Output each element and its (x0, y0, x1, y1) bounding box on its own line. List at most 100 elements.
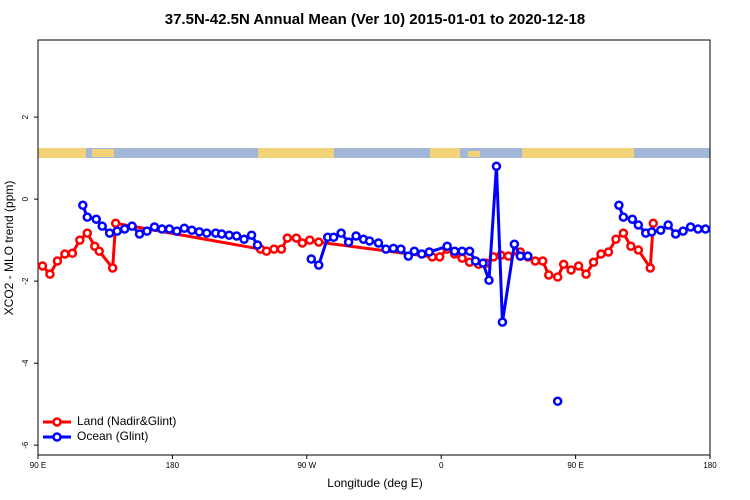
data-point (588, 257, 599, 268)
data-point (306, 254, 317, 264)
data-point (239, 234, 249, 245)
y-tick-label: -6 (21, 441, 30, 449)
data-point (313, 260, 324, 270)
data-point (627, 214, 638, 224)
ocean-strip (38, 148, 710, 158)
data-point (179, 223, 190, 233)
data-point (110, 218, 121, 229)
y-tick-label: -4 (21, 359, 30, 367)
data-point (364, 236, 375, 246)
data-point (343, 237, 354, 247)
data-point (224, 230, 234, 240)
data-point (291, 233, 302, 243)
y-axis-label: XCO2 - MLO trend (ppm) (2, 181, 16, 316)
data-point (470, 256, 481, 266)
data-point (464, 246, 475, 256)
data-point (484, 275, 494, 286)
data-point (581, 269, 591, 279)
legend-label: Ocean (Glint) (77, 429, 148, 443)
data-point (351, 231, 361, 241)
data-point (645, 263, 656, 273)
data-point (142, 226, 152, 236)
data-point (491, 161, 502, 172)
legend-label: Land (Nadir&Glint) (77, 414, 176, 428)
data-point (530, 256, 541, 266)
data-point (566, 265, 576, 275)
x-tick-label: 180 (703, 461, 717, 470)
data-point (231, 231, 242, 241)
data-point (478, 258, 488, 268)
data-point (434, 252, 445, 262)
data-point (194, 227, 205, 237)
data-point (157, 224, 167, 234)
data-point (37, 261, 48, 271)
data-point (127, 221, 137, 231)
data-point (409, 246, 420, 256)
data-point (269, 244, 279, 254)
legend-swatch-point (52, 432, 62, 442)
land-strip (522, 148, 634, 158)
data-point (149, 222, 160, 232)
data-point (603, 247, 614, 257)
data-point (670, 229, 681, 239)
data-point (417, 249, 427, 259)
data-point (82, 228, 93, 238)
data-point (509, 239, 520, 249)
data-point (112, 226, 122, 236)
data-point (424, 247, 435, 257)
data-point (313, 237, 324, 247)
data-point (693, 224, 703, 234)
data-point (515, 251, 526, 261)
data-point (573, 261, 584, 271)
data-point (107, 263, 118, 273)
data-point (172, 226, 182, 236)
land-strip (468, 151, 480, 157)
data-point (261, 246, 272, 256)
data-point (78, 200, 88, 211)
data-point (164, 224, 175, 234)
plot-frame (37, 39, 711, 456)
data-point (633, 245, 644, 255)
data-point (336, 228, 346, 238)
data-point (678, 226, 688, 236)
land-strip (38, 148, 86, 158)
x-axis-label: Longitude (deg E) (327, 476, 422, 490)
data-point (305, 235, 315, 245)
data-point (403, 251, 414, 261)
data-point (82, 212, 93, 222)
data-point (282, 233, 293, 243)
data-point (552, 272, 563, 282)
data-point (648, 218, 659, 229)
x-tick-label: 90 E (30, 461, 46, 470)
y-tick-label: 0 (21, 196, 30, 201)
data-point (523, 251, 533, 261)
data-point (449, 246, 460, 256)
data-point (655, 225, 666, 236)
data-point (537, 256, 548, 266)
data-point (328, 232, 339, 242)
data-point (614, 200, 624, 211)
data-point (91, 214, 101, 224)
data-point (543, 270, 554, 280)
data-point (618, 212, 629, 222)
data-point (252, 240, 263, 250)
data-point (246, 230, 257, 240)
data-point (633, 220, 644, 230)
data-point (45, 269, 55, 279)
data-point (297, 238, 308, 248)
x-tick-label: 180 (166, 461, 180, 470)
map-strip (38, 148, 710, 158)
y-tick-label: -2 (21, 277, 30, 285)
data-point (104, 228, 115, 238)
data-point (94, 246, 104, 256)
data-point (552, 396, 563, 407)
data-point (442, 241, 452, 252)
data-point (647, 227, 657, 237)
data-point (596, 249, 606, 259)
data-point (685, 222, 696, 232)
data-point (134, 229, 145, 239)
x-tick-label: 90 W (297, 461, 316, 470)
data-point (611, 234, 621, 245)
chart-title: 37.5N-42.5N Annual Mean (Ver 10) 2015-01… (165, 11, 585, 28)
